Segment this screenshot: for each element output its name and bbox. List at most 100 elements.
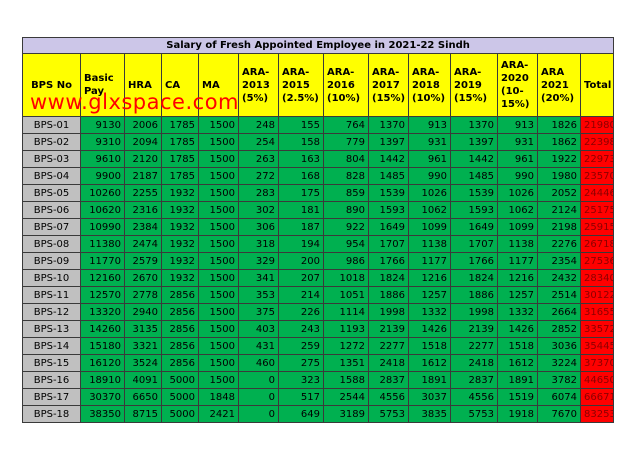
value-cell: 5000: [161, 371, 199, 389]
value-cell: 1932: [161, 252, 199, 270]
value-cell: 1980: [537, 167, 581, 185]
value-cell: 155: [278, 116, 324, 134]
value-cell: 990: [408, 167, 451, 185]
value-cell: 1099: [497, 218, 538, 236]
total-cell: 22398: [579, 133, 615, 151]
value-cell: 1257: [497, 286, 538, 304]
value-cell: 804: [323, 150, 369, 168]
value-cell: 1138: [408, 235, 451, 253]
value-cell: 1539: [450, 184, 498, 202]
value-cell: 1649: [368, 218, 409, 236]
value-cell: 3835: [408, 405, 451, 423]
bps-cell: BPS-01: [22, 116, 81, 134]
total-cell: 25175: [579, 201, 615, 219]
value-cell: 187: [278, 218, 324, 236]
value-cell: 649: [278, 405, 324, 423]
bps-cell: BPS-11: [22, 286, 81, 304]
value-cell: 1370: [368, 116, 409, 134]
value-cell: 2670: [124, 269, 162, 287]
value-cell: 254: [238, 133, 279, 151]
value-cell: 306: [238, 218, 279, 236]
value-cell: 2006: [124, 116, 162, 134]
column-header: ARA- 2019 (15%): [450, 53, 498, 117]
value-cell: 226: [278, 303, 324, 321]
value-cell: 5000: [161, 405, 199, 423]
value-cell: 16120: [80, 354, 125, 372]
value-cell: 1099: [408, 218, 451, 236]
value-cell: 1500: [198, 116, 239, 134]
value-cell: 1766: [368, 252, 409, 270]
total-cell: 37370: [579, 354, 615, 372]
value-cell: 38350: [80, 405, 125, 423]
bps-cell: BPS-02: [22, 133, 81, 151]
value-cell: 318: [238, 235, 279, 253]
column-header: ARA- 2016 (10%): [323, 53, 369, 117]
value-cell: 2418: [450, 354, 498, 372]
value-cell: 275: [278, 354, 324, 372]
table-row: BPS-15 16120 3524 2856 1500 460 275 1351 2418 161…: [22, 354, 615, 372]
value-cell: 1500: [198, 167, 239, 185]
value-cell: 2514: [537, 286, 581, 304]
bps-cell: BPS-15: [22, 354, 81, 372]
total-cell: 31655: [579, 303, 615, 321]
value-cell: 1500: [198, 184, 239, 202]
value-cell: 1998: [450, 303, 498, 321]
value-cell: 1707: [450, 235, 498, 253]
value-cell: 1918: [497, 405, 538, 423]
value-cell: 302: [238, 201, 279, 219]
table-body: BPS-01 9130 2006 1785 1500 248 155 764 1370 913 13…: [22, 116, 615, 423]
value-cell: 1785: [161, 150, 199, 168]
value-cell: 1500: [198, 354, 239, 372]
value-cell: 2198: [537, 218, 581, 236]
total-cell: 23570: [579, 167, 615, 185]
value-cell: 1891: [408, 371, 451, 389]
table-row: BPS-10 12160 2670 1932 1500 341 207 1018 1824 121…: [22, 269, 615, 287]
column-header: Basic Pay: [80, 53, 125, 117]
value-cell: 1216: [408, 269, 451, 287]
table-row: BPS-08 11380 2474 1932 1500 318 194 954 1707 1138…: [22, 235, 615, 253]
total-cell: 35445: [579, 337, 615, 355]
bps-cell: BPS-08: [22, 235, 81, 253]
bps-cell: BPS-05: [22, 184, 81, 202]
column-header: ARA- 2017 (15%): [368, 53, 409, 117]
table-row: BPS-03 9610 2120 1785 1500 263 163 804 1442 961 14…: [22, 150, 615, 168]
value-cell: 30370: [80, 388, 125, 406]
value-cell: 10260: [80, 184, 125, 202]
value-cell: 460: [238, 354, 279, 372]
value-cell: 1932: [161, 269, 199, 287]
value-cell: 1932: [161, 184, 199, 202]
bps-cell: BPS-06: [22, 201, 81, 219]
value-cell: 1500: [198, 337, 239, 355]
total-cell: 25915: [579, 218, 615, 236]
value-cell: 1500: [198, 269, 239, 287]
total-cell: 30122: [579, 286, 615, 304]
value-cell: 1257: [408, 286, 451, 304]
total-cell: 66671: [579, 388, 615, 406]
value-cell: 2432: [537, 269, 581, 287]
value-cell: 7670: [537, 405, 581, 423]
value-cell: 2418: [368, 354, 409, 372]
bps-cell: BPS-18: [22, 405, 81, 423]
value-cell: 1500: [198, 133, 239, 151]
table-row: BPS-04 9900 2187 1785 1500 272 168 828 1485 990 14…: [22, 167, 615, 185]
value-cell: 1062: [497, 201, 538, 219]
value-cell: 14260: [80, 320, 125, 338]
value-cell: 341: [238, 269, 279, 287]
value-cell: 1272: [323, 337, 369, 355]
value-cell: 11380: [80, 235, 125, 253]
table-row: BPS-14 15180 3321 2856 1500 431 259 1272 2277 151…: [22, 337, 615, 355]
value-cell: 5753: [450, 405, 498, 423]
value-cell: 1785: [161, 167, 199, 185]
value-cell: 9310: [80, 133, 125, 151]
value-cell: 263: [238, 150, 279, 168]
value-cell: 2384: [124, 218, 162, 236]
value-cell: 2664: [537, 303, 581, 321]
column-header: ARA- 2015 (2.5%): [278, 53, 324, 117]
value-cell: 1442: [450, 150, 498, 168]
value-cell: 1826: [537, 116, 581, 134]
value-cell: 1442: [368, 150, 409, 168]
value-cell: 1518: [408, 337, 451, 355]
value-cell: 4091: [124, 371, 162, 389]
value-cell: 3036: [537, 337, 581, 355]
value-cell: 1886: [368, 286, 409, 304]
